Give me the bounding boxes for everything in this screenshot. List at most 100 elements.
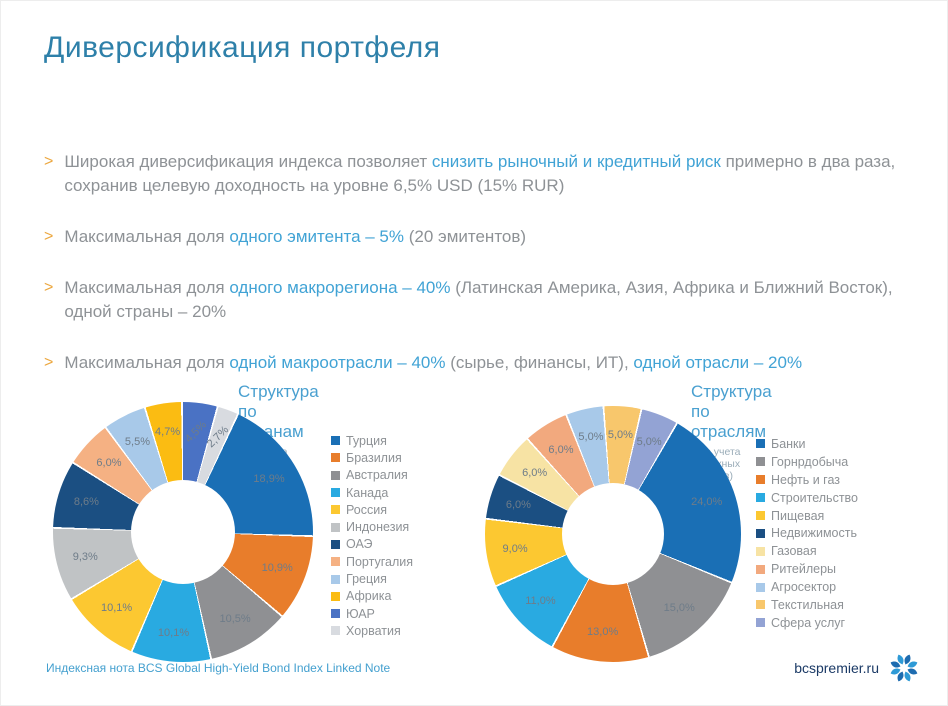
legend-item: Агросектор <box>756 578 858 596</box>
slice-value-label: 4,7% <box>155 426 181 439</box>
legend-label: Бразилия <box>346 450 402 465</box>
legend-item: Африка <box>331 588 413 605</box>
chevron-bullet-icon: > <box>44 153 54 170</box>
legend-label: Турция <box>346 433 387 448</box>
legend-label: Текстильная <box>771 597 844 612</box>
legend-swatch <box>756 493 765 503</box>
chevron-bullet-icon: > <box>44 354 54 371</box>
legend-swatch <box>331 539 340 549</box>
bullet-plain: Широкая диверсификация индекса позволяет <box>64 152 432 171</box>
legend-label: Агросектор <box>771 580 837 595</box>
legend-swatch <box>756 511 765 520</box>
slice-value-label: 24,0% <box>691 496 723 508</box>
legend-item: Хорватия <box>331 622 413 639</box>
legend-item: ОАЭ <box>331 536 413 553</box>
legend-label: Африка <box>346 589 392 604</box>
slice-value-label: 10,1% <box>157 626 190 639</box>
legend-swatch <box>331 626 340 636</box>
bullet-item: > Максимальная доля одного эмитента – 5% … <box>44 225 896 249</box>
bullet-plain: Максимальная доля <box>64 353 230 372</box>
legend-swatch <box>331 557 340 567</box>
legend-label: Хорватия <box>346 623 401 638</box>
footer-note: Индексная нота BCS Global High-Yield Bon… <box>46 661 391 675</box>
bullet-plain: (Латинская Америка, Азия, Африка и Ближн… <box>64 278 893 321</box>
bullet-plain: примерно в два раза, сохранив целевую до… <box>64 152 896 195</box>
bullet-highlight: снизить рыночный и кредитный риск <box>431 152 721 171</box>
slice-value-label: 10,1% <box>101 602 133 615</box>
slice-value-label: 6,0% <box>548 443 574 456</box>
bullet-item: > Максимальная доля одной макроотрасли – … <box>44 351 896 375</box>
legend-item: Текстильная <box>756 596 858 614</box>
bullet-item: > Максимальная доля одного макрорегиона –… <box>44 276 896 324</box>
brand: bcspremier.ru <box>794 651 921 685</box>
legend-swatch <box>331 505 340 515</box>
bcs-logo-icon <box>890 654 918 682</box>
bullet-highlight: одного макрорегиона – 40% <box>229 278 451 297</box>
bullet-text: Широкая диверсификация индекса позволяет… <box>64 150 896 198</box>
slice-value-label: 15,0% <box>663 601 695 614</box>
legend-item: Горнрдобыча <box>756 453 858 471</box>
industries-slice-labels: 24,0% 15,0% 13,0% 11,0% 9,0% 6,0% 6,0% 6,0% 5,0%… <box>485 406 741 662</box>
slice-value-label: 6,0% <box>522 467 548 480</box>
legend-label: Канада <box>346 485 389 500</box>
legend-label: Горнрдобыча <box>771 454 849 469</box>
legend-swatch <box>331 470 340 480</box>
bullet-text: Максимальная доля одного эмитента – 5% (… <box>64 225 526 249</box>
chevron-bullet-icon: > <box>44 228 54 245</box>
legend-label: Строительство <box>771 490 858 505</box>
legend-swatch <box>756 600 765 610</box>
slice-value-label: 10,9% <box>261 562 293 575</box>
legend-item: Строительство <box>756 489 858 507</box>
legend-label: ОАЭ <box>346 537 373 552</box>
countries-slice-labels: 18,9% 10,9% 10,5% 10,1% 10,1% 9,3% 8,6% 6,0% 5,5… <box>53 402 313 662</box>
slice-value-label: 18,9% <box>253 473 285 486</box>
legend-label: Пищевая <box>771 508 825 523</box>
legend-item: Турция <box>331 432 413 449</box>
legend-swatch <box>756 582 765 592</box>
legend-item: Банки <box>756 435 858 453</box>
page-title: Диверсификация портфеля <box>44 31 441 64</box>
legend-swatch <box>756 457 765 467</box>
legend-item: Индонезия <box>331 518 413 535</box>
slice-value-label: 9,3% <box>72 551 98 564</box>
bullet-list: > Широкая диверсификация индекса позволяе… <box>44 150 896 402</box>
industries-legend: Банки Горнрдобыча Нефть и газ Строительство… <box>756 435 858 632</box>
industries-chart-title: Структура по отраслям <box>691 382 772 441</box>
slice-value-label: 13,0% <box>587 626 619 639</box>
donut-hole <box>131 480 235 584</box>
legend-item: ЮАР <box>331 605 413 622</box>
legend-label: Недвижимость <box>771 526 857 541</box>
slice-value-label: 2,7% <box>204 424 232 451</box>
legend-item: Нефть и газ <box>756 471 858 489</box>
legend-swatch <box>756 475 765 485</box>
bullet-plain: (20 эмитентов) <box>404 227 527 246</box>
slice-value-label: 11,0% <box>525 595 556 608</box>
bullet-plain: Максимальная доля <box>64 227 230 246</box>
bullet-plain: (сырье, финансы, ИТ), <box>445 353 634 372</box>
slice-value-label: 8,6% <box>73 496 99 509</box>
legend-label: Газовая <box>771 544 817 559</box>
legend-swatch <box>331 609 340 619</box>
slice-value-label: 5,0% <box>607 429 633 442</box>
chevron-bullet-icon: > <box>44 279 54 296</box>
legend-label: Австралия <box>346 468 408 483</box>
legend-label: Сфера услуг <box>771 615 846 630</box>
donut-hole <box>562 483 664 585</box>
slice-value-label: 6,0% <box>505 498 531 511</box>
legend-label: Нефть и газ <box>771 472 840 487</box>
legend-item: Сфера услуг <box>756 614 858 632</box>
countries-donut: 18,9% 10,9% 10,5% 10,1% 10,1% 9,3% 8,6% 6,0% 5,5… <box>53 402 313 662</box>
slice-value-label: 6,0% <box>96 457 122 470</box>
legend-item: Греция <box>331 570 413 587</box>
legend-label: ЮАР <box>346 606 375 621</box>
legend-swatch <box>756 618 765 628</box>
legend-item: Канада <box>331 484 413 501</box>
legend-swatch <box>331 488 340 498</box>
bullet-plain: Максимальная доля <box>64 278 230 297</box>
countries-legend: Турция Бразилия Австралия Канада Россия Индон… <box>331 432 413 640</box>
legend-label: Россия <box>346 502 387 517</box>
legend-swatch <box>331 453 340 463</box>
legend-swatch <box>331 522 340 532</box>
legend-swatch <box>756 439 765 449</box>
bullet-highlight: одного эмитента – 5% <box>229 227 404 246</box>
